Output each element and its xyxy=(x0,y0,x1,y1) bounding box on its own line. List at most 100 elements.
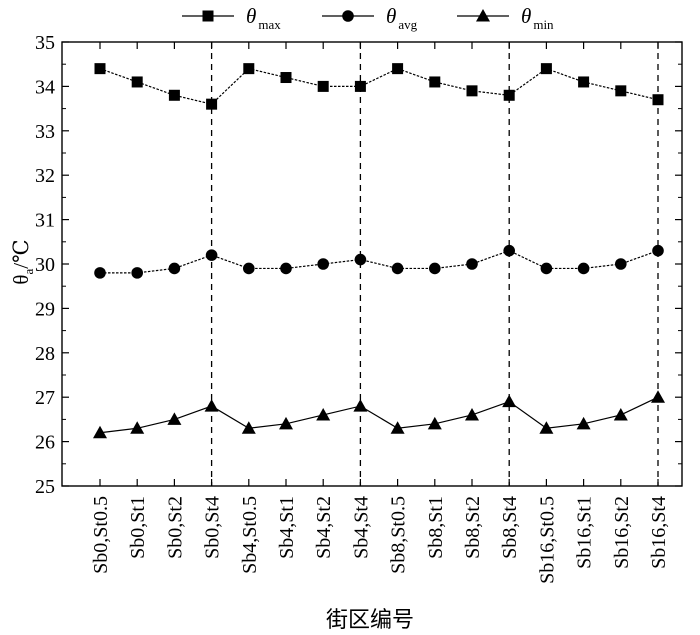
y-tick-label: 33 xyxy=(35,121,55,143)
y-tick-label: 35 xyxy=(35,32,55,54)
series-layer xyxy=(93,63,665,439)
x-tick-label: Sb4,St1 xyxy=(276,496,298,559)
x-tick-label: Sb8,St0.5 xyxy=(388,496,410,574)
plot-area xyxy=(61,41,683,487)
legend-label: θ min xyxy=(521,4,554,32)
data-point-min xyxy=(241,421,256,434)
legend-marker xyxy=(342,10,354,22)
data-point-avg xyxy=(540,262,553,275)
y-tick-label: 34 xyxy=(35,76,55,98)
data-point-avg xyxy=(243,262,255,275)
data-point-max xyxy=(168,89,180,101)
data-point-min xyxy=(390,421,405,434)
data-point-max xyxy=(578,76,590,88)
data-point-min xyxy=(316,407,331,421)
legend-label: θ max xyxy=(246,4,281,32)
data-point-avg xyxy=(503,244,515,257)
y-axis: 25 26 27 28 29 30 31 32 33 34 35 xyxy=(35,32,682,498)
legend-item-max: θ max xyxy=(182,4,281,32)
x-tick-label: Sb0,St2 xyxy=(164,496,186,559)
data-point-max xyxy=(503,89,515,101)
data-point-avg xyxy=(94,267,106,279)
data-point-min xyxy=(502,394,517,408)
x-tick-label: Sb8,St2 xyxy=(462,496,484,559)
y-tick-label: 30 xyxy=(35,254,55,276)
y-axis-title: θa/℃ xyxy=(9,239,36,284)
data-point-max xyxy=(540,63,552,75)
data-point-min xyxy=(353,399,368,412)
data-point-max xyxy=(94,63,106,75)
x-axis-title: 街区编号 xyxy=(326,607,414,632)
data-point-min xyxy=(613,407,628,421)
data-point-avg xyxy=(205,249,218,261)
data-point-min xyxy=(465,407,479,421)
series-avg xyxy=(94,244,664,279)
x-tick-label: Sb0,St0.5 xyxy=(90,496,112,574)
legend-marker xyxy=(476,9,490,22)
x-tick-label: Sb16,St2 xyxy=(611,496,633,569)
data-point-min xyxy=(204,399,219,412)
series-line-min xyxy=(99,396,659,434)
y-tick-label: 28 xyxy=(35,343,55,365)
y-axis-title-sub: a xyxy=(21,269,36,275)
legend-symbol: θ xyxy=(521,4,531,28)
legend-label: θ avg xyxy=(386,4,418,32)
x-tick-label: Sb8,St4 xyxy=(499,496,521,559)
data-point-min xyxy=(427,416,442,430)
x-tick-label: Sb4,St2 xyxy=(313,496,335,559)
plot-frame xyxy=(61,41,683,487)
data-point-avg xyxy=(615,258,627,270)
data-point-max xyxy=(131,76,143,88)
data-point-avg xyxy=(577,262,590,275)
y-axis-title-main: θ xyxy=(9,275,33,285)
legend: θ max θ avg θ min xyxy=(182,4,554,32)
series-min xyxy=(93,390,665,439)
data-point-avg xyxy=(391,262,404,275)
data-point-min xyxy=(576,416,591,430)
data-point-min xyxy=(539,421,554,434)
data-point-max xyxy=(280,72,292,84)
legend-subscript: min xyxy=(533,17,554,32)
x-tick-label: Sb0,St4 xyxy=(202,496,224,559)
series-line-max xyxy=(99,67,659,105)
data-point-avg xyxy=(317,258,330,270)
y-tick-label: 27 xyxy=(35,387,55,409)
y-axis-title-unit: /℃ xyxy=(9,239,33,268)
data-point-min xyxy=(93,425,107,439)
data-point-max xyxy=(392,63,404,75)
x-tick-label: Sb4,St4 xyxy=(350,496,372,559)
data-point-min xyxy=(130,421,145,434)
legend-marker xyxy=(202,10,214,22)
series-line-avg xyxy=(100,250,659,274)
x-tick-label: Sb4,St0.5 xyxy=(239,496,261,574)
y-tick-label: 29 xyxy=(35,298,55,320)
data-point-max xyxy=(615,85,627,97)
legend-item-avg: θ avg xyxy=(322,4,418,32)
legend-symbol: θ xyxy=(386,4,396,28)
data-point-avg xyxy=(131,267,143,279)
x-axis: Sb0,St0.5 Sb0,St1 Sb0,St2 Sb0,St4 Sb4,St0.5 S… xyxy=(90,42,670,584)
data-point-min xyxy=(651,390,665,403)
legend-subscript: max xyxy=(258,17,281,32)
legend-symbol: θ xyxy=(246,4,256,28)
data-point-max xyxy=(429,76,441,88)
y-tick-label: 32 xyxy=(35,165,55,187)
data-point-avg xyxy=(168,262,181,275)
data-point-max xyxy=(206,98,218,110)
data-point-max xyxy=(354,80,366,92)
data-point-avg xyxy=(466,258,478,270)
data-point-max xyxy=(466,85,478,97)
legend-item-min: θ min xyxy=(457,4,554,32)
x-tick-label: Sb0,St1 xyxy=(127,496,149,559)
x-tick-label: Sb8,St1 xyxy=(425,496,447,559)
data-point-avg xyxy=(354,253,367,266)
y-tick-label: 31 xyxy=(35,210,55,232)
y-tick-label: 25 xyxy=(35,476,55,498)
legend-subscript: avg xyxy=(398,17,417,32)
data-point-max xyxy=(243,63,255,75)
x-tick-label: Sb16,St1 xyxy=(574,496,596,569)
series-max xyxy=(94,63,664,110)
data-point-avg xyxy=(280,262,292,275)
data-point-min xyxy=(167,412,182,425)
